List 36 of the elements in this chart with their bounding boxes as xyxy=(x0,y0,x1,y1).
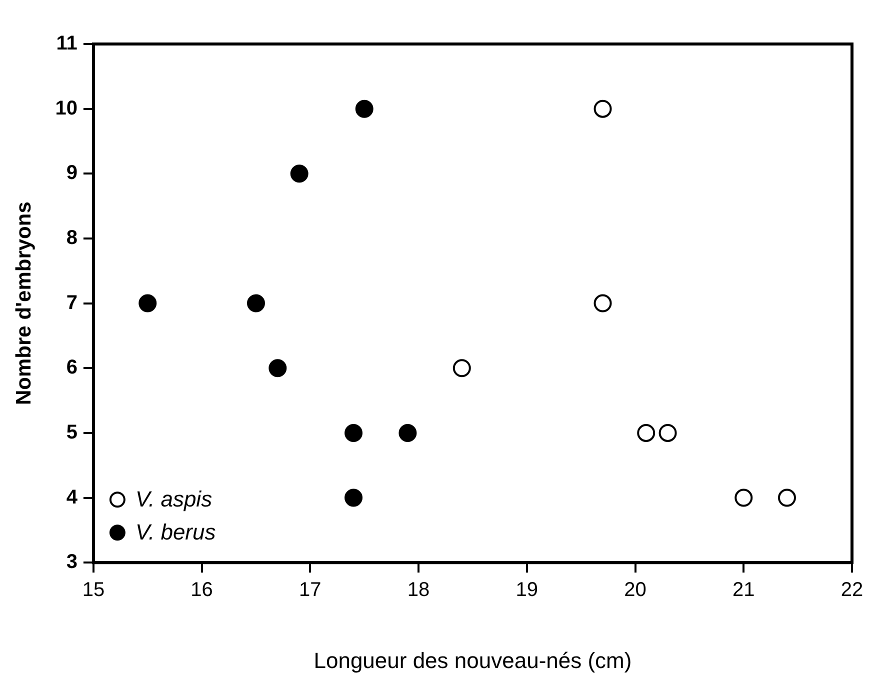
y-tick-label: 9 xyxy=(66,162,78,184)
x-tick-label: 20 xyxy=(624,579,646,602)
point xyxy=(734,488,753,507)
point xyxy=(290,164,308,183)
point xyxy=(594,100,612,118)
point xyxy=(268,359,287,378)
x-tick-label: 16 xyxy=(190,579,213,602)
x-axis-title: Longueur des nouveau-nés (cm) xyxy=(314,648,632,673)
y-axis-title: Nombre d'embryons xyxy=(12,202,36,405)
point xyxy=(658,424,677,442)
y-tick-label: 11 xyxy=(56,32,78,55)
x-tick-label: 15 xyxy=(82,579,105,602)
y-tick-label: 4 xyxy=(66,486,78,508)
point xyxy=(778,488,796,507)
legend-label: V. aspis xyxy=(135,486,212,512)
y-tick-label: 8 xyxy=(66,226,78,249)
point xyxy=(344,488,363,507)
point xyxy=(398,424,417,442)
x-tick-label: 17 xyxy=(299,579,322,602)
x-tick-label: 18 xyxy=(407,579,430,602)
y-tick-label: 6 xyxy=(66,356,78,379)
legend-label: V. berus xyxy=(135,520,216,545)
x-tick-label: 21 xyxy=(732,579,755,602)
y-tick-label: 3 xyxy=(66,551,78,574)
y-tick-label: 5 xyxy=(66,421,78,444)
y-tick-label: 10 xyxy=(55,97,78,120)
point xyxy=(138,294,157,312)
point xyxy=(355,100,374,118)
point xyxy=(452,359,471,378)
x-tick-label: 19 xyxy=(516,579,538,602)
point xyxy=(594,294,612,312)
x-tick-label: 22 xyxy=(840,579,864,602)
point xyxy=(637,424,656,442)
point xyxy=(246,294,265,312)
point xyxy=(344,424,363,442)
y-tick-label: 7 xyxy=(66,292,78,314)
